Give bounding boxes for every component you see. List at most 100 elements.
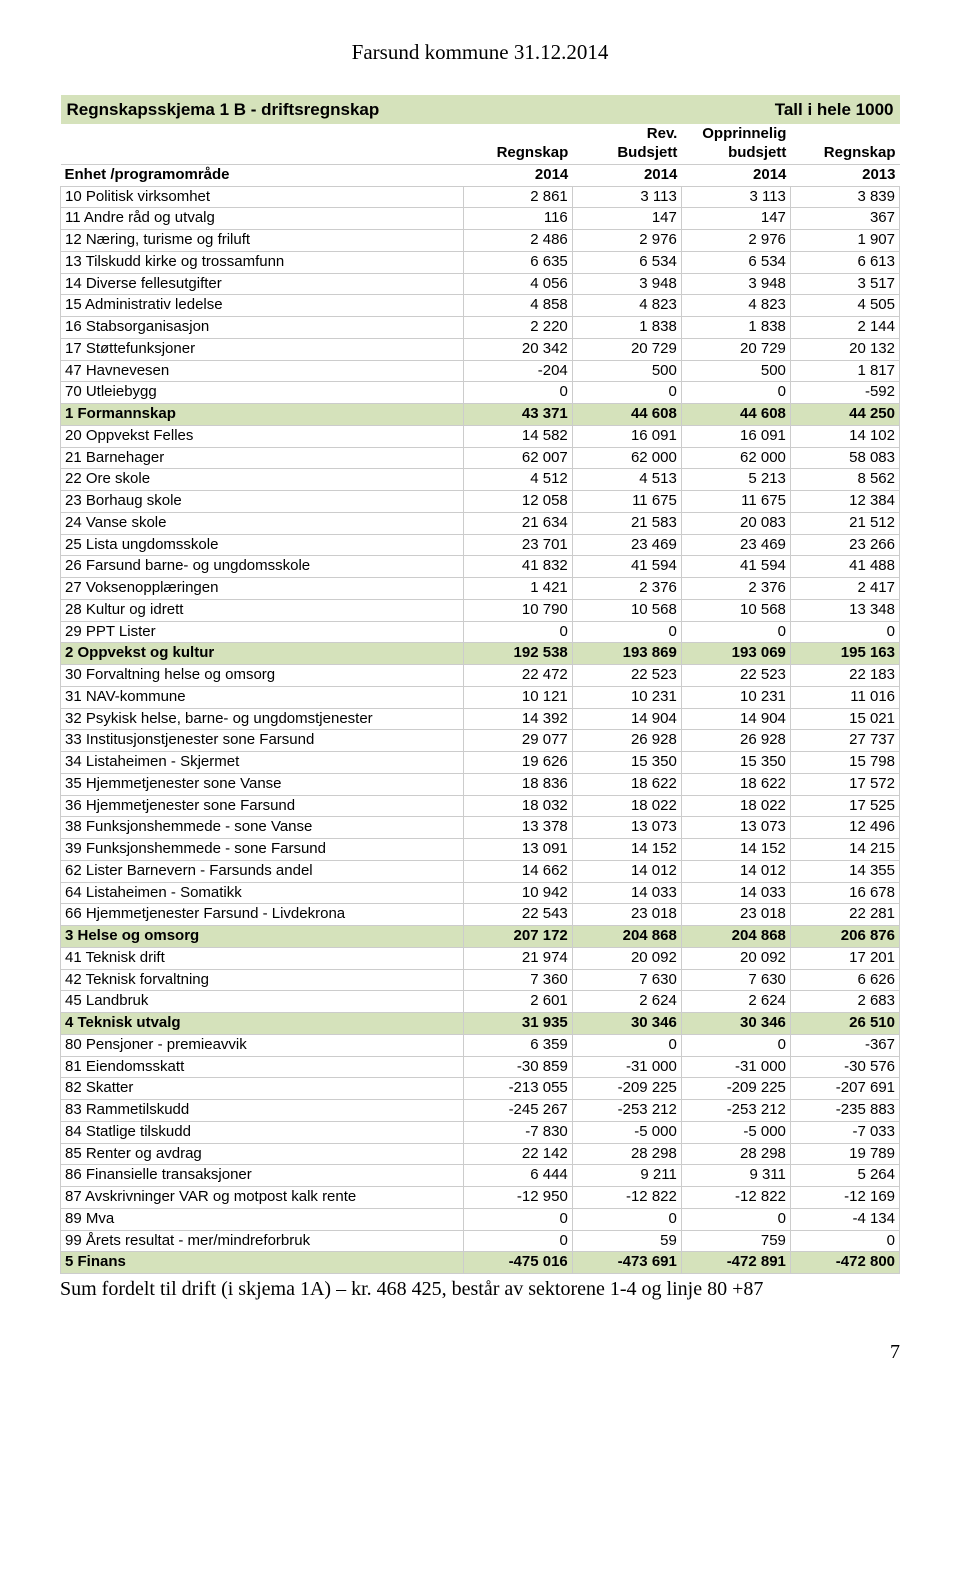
row-value: 9 311 [681,1165,790,1187]
row-value: 22 281 [790,904,899,926]
row-value: 1 421 [463,578,572,600]
row-value: 147 [572,208,681,230]
row-label: 31 NAV-kommune [61,686,464,708]
table-row: 87 Avskrivninger VAR og motpost kalk ren… [61,1187,900,1209]
table-row: 83 Rammetilskudd-245 267-253 212-253 212… [61,1100,900,1122]
table-row: 32 Psykisk helse, barne- og ungdomstjene… [61,708,900,730]
row-value: 195 163 [790,643,899,665]
row-value: 26 928 [681,730,790,752]
table-row: 41 Teknisk drift21 97420 09220 09217 201 [61,947,900,969]
table-row: 27 Voksenopplæringen1 4212 3762 3762 417 [61,578,900,600]
table-row: 47 Havnevesen-2045005001 817 [61,360,900,382]
table-row: 38 Funksjonshemmede - sone Vanse13 37813… [61,817,900,839]
row-value: 22 472 [463,665,572,687]
table-row: 28 Kultur og idrett10 79010 56810 56813 … [61,599,900,621]
table-row: 35 Hjemmetjenester sone Vanse18 83618 62… [61,773,900,795]
row-value: 500 [681,360,790,382]
row-label: 1 Formannskap [61,404,464,426]
row-label: 25 Lista ungdomsskole [61,534,464,556]
row-value: 4 505 [790,295,899,317]
row-value: 3 839 [790,186,899,208]
row-value: 3 113 [681,186,790,208]
row-value: 23 469 [572,534,681,556]
row-value: 4 823 [681,295,790,317]
row-value: 44 608 [572,404,681,426]
row-label: 33 Institusjonstjenester sone Farsund [61,730,464,752]
row-label: 39 Funksjonshemmede - sone Farsund [61,839,464,861]
table-row: 84 Statlige tilskudd-7 830-5 000-5 000-7… [61,1121,900,1143]
row-value: 20 729 [681,338,790,360]
row-value: 23 266 [790,534,899,556]
hdr-c2-1: Rev. Budsjett [572,124,681,164]
row-value: 1 838 [572,317,681,339]
row-value: -31 000 [681,1056,790,1078]
row-value: 207 172 [463,926,572,948]
table-row: 81 Eiendomsskatt-30 859-31 000-31 000-30… [61,1056,900,1078]
row-value: 22 543 [463,904,572,926]
table-row: 21 Barnehager62 00762 00062 00058 083 [61,447,900,469]
row-value: 206 876 [790,926,899,948]
row-label: 14 Diverse fellesutgifter [61,273,464,295]
row-value: 10 231 [681,686,790,708]
row-value: 20 132 [790,338,899,360]
hdr-c2-2: 2014 [572,164,681,186]
row-label: 47 Havnevesen [61,360,464,382]
row-value: 31 935 [463,1013,572,1035]
row-value: 500 [572,360,681,382]
row-value: 14 904 [572,708,681,730]
row-value: 0 [463,621,572,643]
row-value: 20 729 [572,338,681,360]
row-value: 116 [463,208,572,230]
table-row: 86 Finansielle transaksjoner6 4449 2119 … [61,1165,900,1187]
row-value: -472 891 [681,1252,790,1274]
row-value: 44 250 [790,404,899,426]
row-value: 7 360 [463,969,572,991]
row-value: 2 376 [572,578,681,600]
row-value: 0 [681,1034,790,1056]
row-label: 35 Hjemmetjenester sone Vanse [61,773,464,795]
row-label: 29 PPT Lister [61,621,464,643]
row-value: 14 904 [681,708,790,730]
row-value: 41 832 [463,556,572,578]
row-value: 3 948 [572,273,681,295]
row-value: 28 298 [572,1143,681,1165]
row-value: 5 264 [790,1165,899,1187]
row-value: 13 073 [572,817,681,839]
row-value: 14 152 [572,839,681,861]
row-value: 6 613 [790,251,899,273]
row-value: -31 000 [572,1056,681,1078]
table-row: 24 Vanse skole21 63421 58320 08321 512 [61,512,900,534]
row-value: 43 371 [463,404,572,426]
row-value: 30 346 [681,1013,790,1035]
row-value: 16 091 [681,425,790,447]
row-value: 58 083 [790,447,899,469]
row-value: 192 538 [463,643,572,665]
row-label: 99 Årets resultat - mer/mindreforbruk [61,1230,464,1252]
row-value: 23 701 [463,534,572,556]
table-row: 30 Forvaltning helse og omsorg22 47222 5… [61,665,900,687]
row-value: -30 576 [790,1056,899,1078]
row-label: 34 Listaheimen - Skjermet [61,752,464,774]
row-label: 21 Barnehager [61,447,464,469]
row-label: 82 Skatter [61,1078,464,1100]
row-value: 14 102 [790,425,899,447]
row-value: 2 417 [790,578,899,600]
hdr-c3-2: 2014 [681,164,790,186]
table-row: 29 PPT Lister0000 [61,621,900,643]
row-label: 84 Statlige tilskudd [61,1121,464,1143]
row-value: -253 212 [572,1100,681,1122]
row-value: 12 058 [463,491,572,513]
row-value: 59 [572,1230,681,1252]
row-value: 18 022 [681,795,790,817]
row-value: 1 838 [681,317,790,339]
row-value: 18 022 [572,795,681,817]
row-value: 41 594 [681,556,790,578]
row-value: 62 007 [463,447,572,469]
table-row: 11 Andre råd og utvalg116147147367 [61,208,900,230]
row-label: 4 Teknisk utvalg [61,1013,464,1035]
row-value: 1 907 [790,230,899,252]
row-value: 10 568 [572,599,681,621]
row-value: 12 496 [790,817,899,839]
row-value: 16 091 [572,425,681,447]
row-value: -30 859 [463,1056,572,1078]
